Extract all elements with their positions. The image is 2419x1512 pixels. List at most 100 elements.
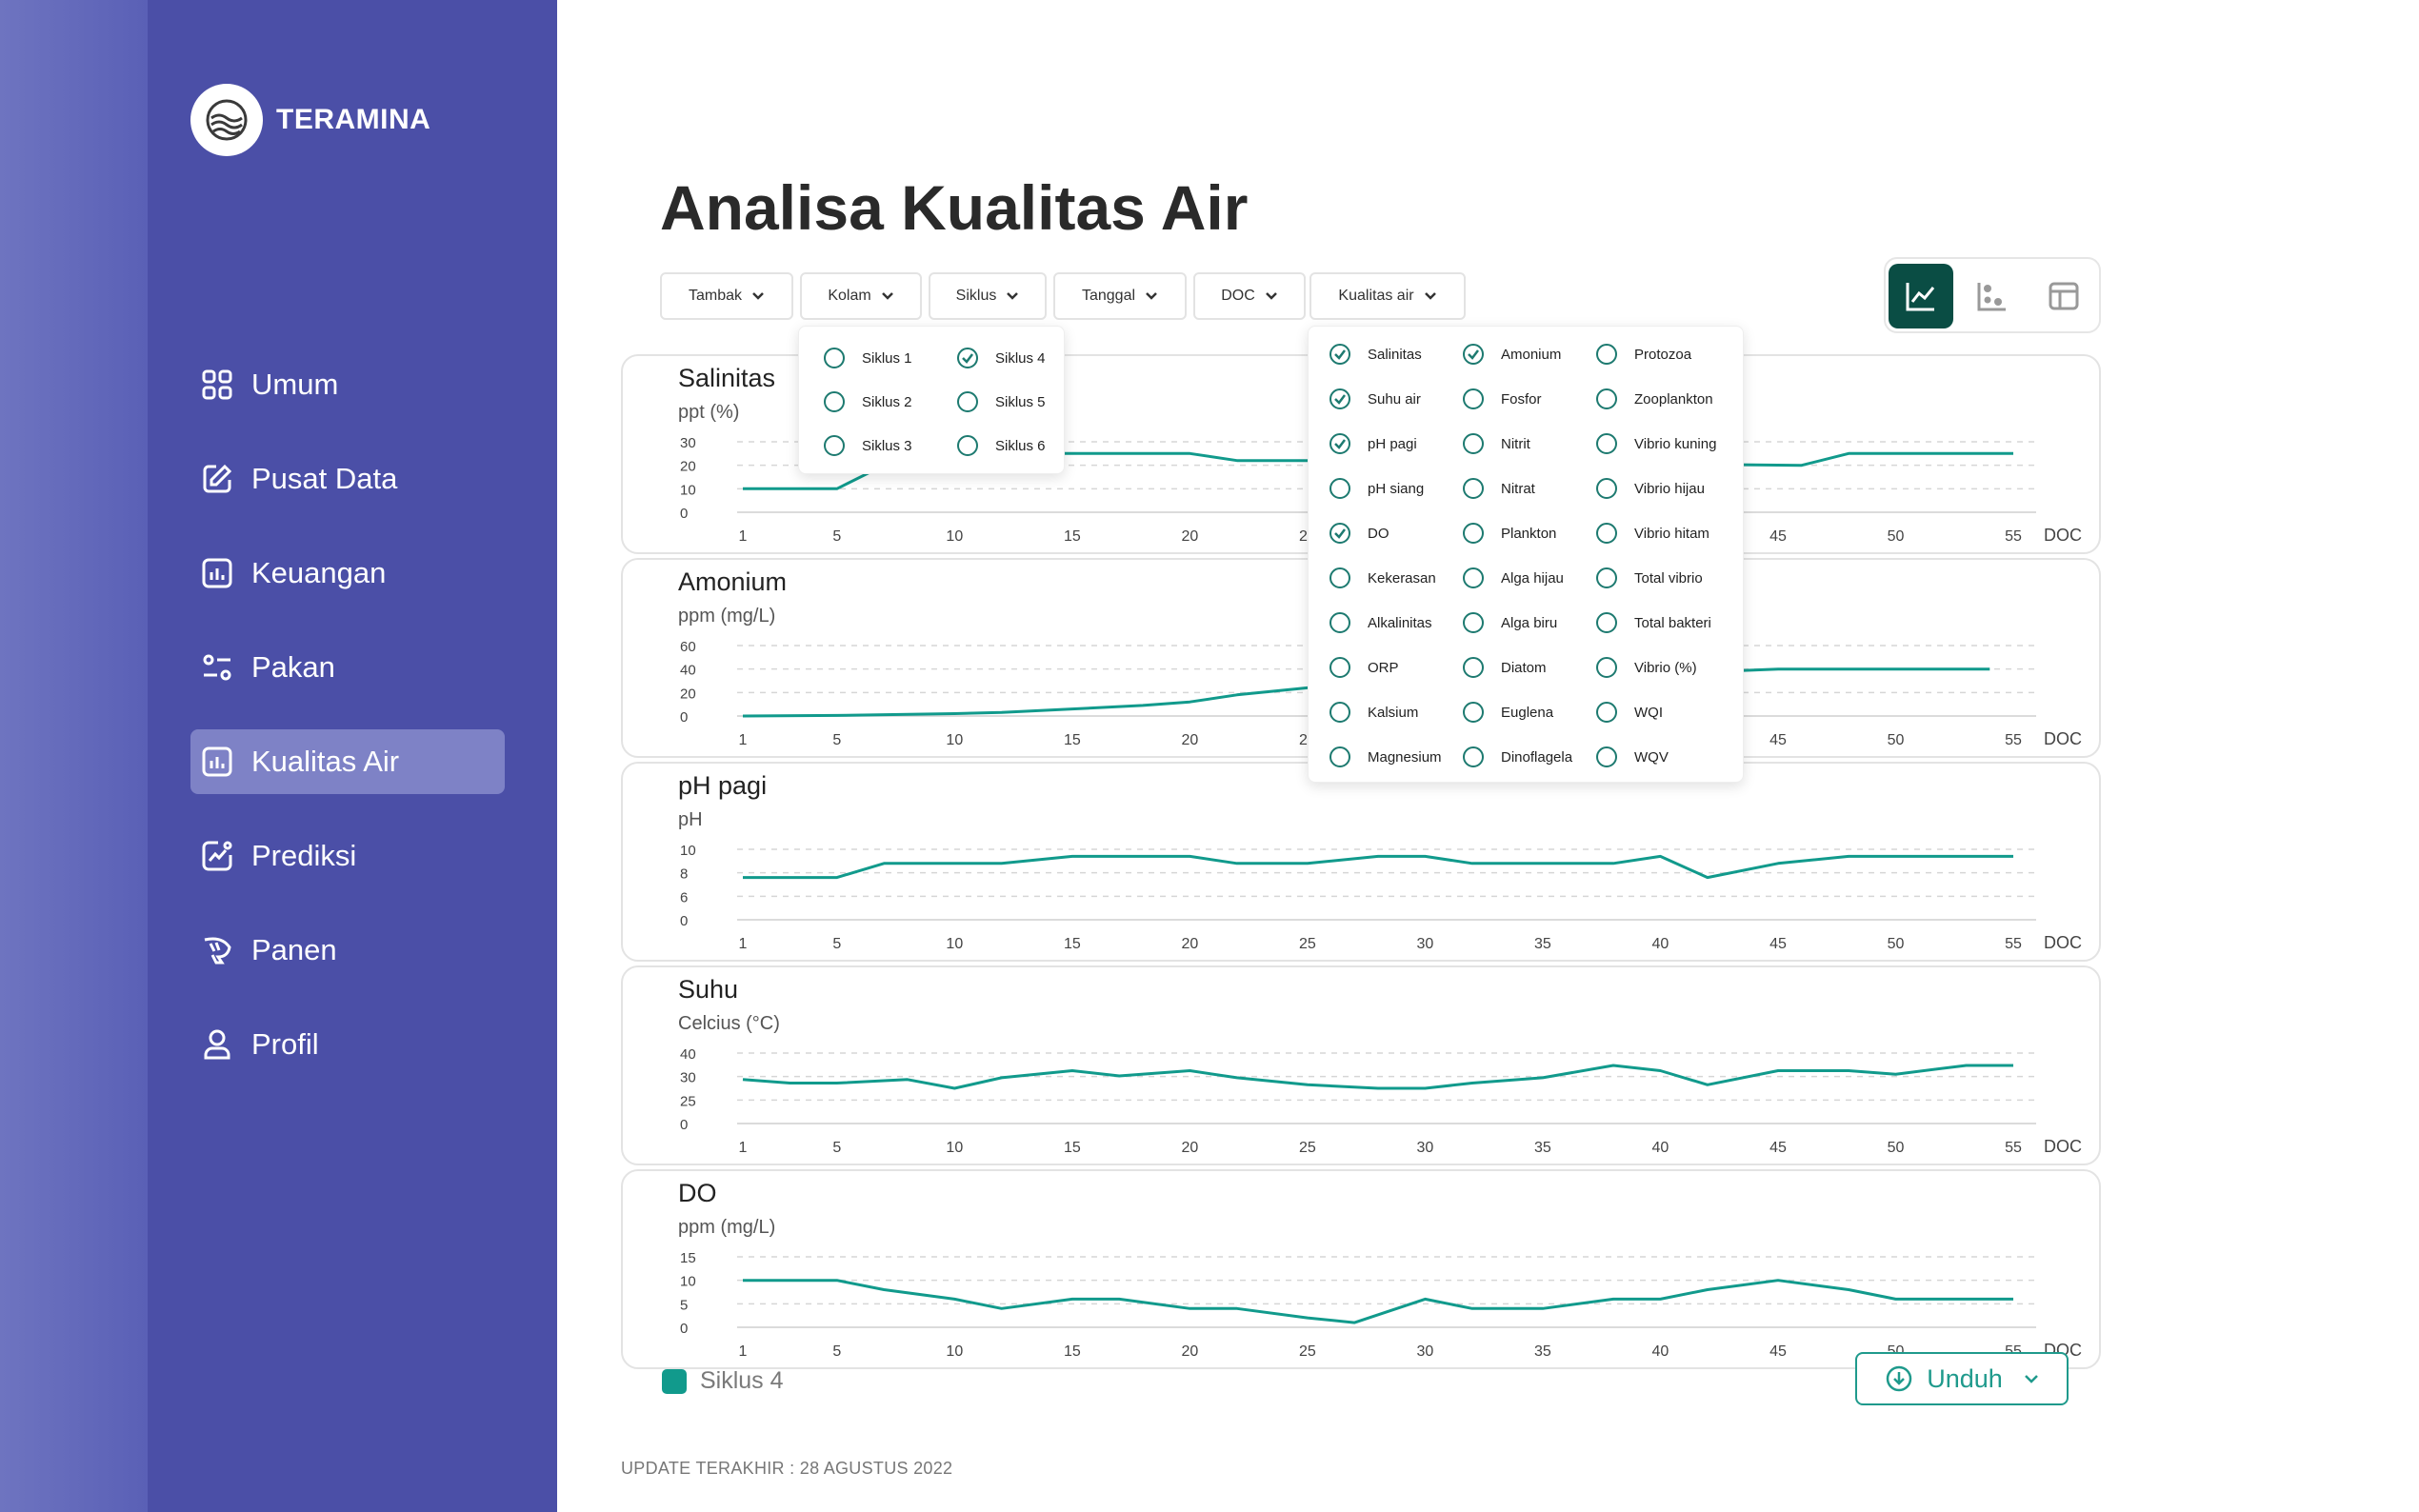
kualitas-option[interactable]: Nitrit: [1463, 433, 1530, 454]
filter-siklus[interactable]: Siklus: [929, 272, 1047, 320]
kualitas-option[interactable]: WQI: [1596, 702, 1663, 723]
option-label: Alga biru: [1501, 614, 1558, 631]
kualitas-option[interactable]: Kalsium: [1329, 702, 1418, 723]
series-line: [743, 451, 2013, 490]
sidebar-item-prediksi[interactable]: Prediksi: [190, 824, 505, 888]
check-icon: [957, 348, 978, 368]
kualitas-option[interactable]: Fosfor: [1463, 388, 1542, 409]
y-tick-label: 6: [680, 889, 688, 905]
y-tick-label: 30: [680, 435, 696, 451]
x-tick-label: 30: [1417, 1343, 1434, 1360]
filter-label: Siklus: [955, 288, 997, 304]
kualitas-option[interactable]: Plankton: [1463, 523, 1556, 544]
kualitas-option[interactable]: Alkalinitas: [1329, 612, 1432, 633]
check-icon: [1329, 388, 1350, 409]
kualitas-option[interactable]: WQV: [1596, 746, 1669, 767]
x-tick-label: 55: [2005, 732, 2022, 748]
chart-title: Amonium: [678, 567, 788, 596]
check-icon: [1463, 344, 1484, 365]
kualitas-option[interactable]: Alga biru: [1463, 612, 1557, 633]
kualitas-option[interactable]: DO: [1329, 523, 1389, 544]
kualitas-option[interactable]: Vibrio kuning: [1596, 433, 1716, 454]
sidebar-item-label: Prediksi: [251, 839, 357, 872]
filter-label: Kualitas air: [1338, 288, 1414, 304]
x-tick-label: 45: [1769, 1140, 1787, 1156]
sidebar-item-pakan[interactable]: Pakan: [190, 635, 505, 700]
kualitas-option[interactable]: Total vibrio: [1596, 567, 1703, 588]
siklus-option-2[interactable]: Siklus 2: [824, 391, 912, 412]
filter-label: Kolam: [828, 288, 871, 304]
kualitas-option[interactable]: Nitrat: [1463, 478, 1535, 499]
sidebar-item-keuangan[interactable]: Keuangan: [190, 541, 505, 606]
siklus-option-1[interactable]: Siklus 1: [824, 348, 912, 368]
kualitas-option[interactable]: pH siang: [1329, 478, 1424, 499]
app-logo[interactable]: TERAMINA: [190, 84, 430, 156]
filter-icon: [200, 650, 234, 685]
x-tick-label: 20: [1181, 1343, 1198, 1360]
legend-swatch: [662, 1368, 687, 1394]
filter-tambak[interactable]: Tambak: [660, 272, 793, 320]
sidebar-item-kualitas-air[interactable]: Kualitas Air: [190, 729, 505, 794]
siklus-option-5[interactable]: Siklus 5: [957, 391, 1046, 412]
line-chart-icon: [1906, 283, 1935, 311]
kualitas-option[interactable]: Total bakteri: [1596, 612, 1711, 633]
siklus-option-6[interactable]: Siklus 6: [957, 435, 1046, 456]
download-button[interactable]: Unduh: [1855, 1352, 2069, 1405]
kualitas-option[interactable]: Suhu air: [1329, 388, 1421, 409]
sidebar-item-pusat-data[interactable]: Pusat Data: [190, 447, 505, 511]
line-chart-view-button[interactable]: [1889, 264, 1953, 328]
siklus-option-4[interactable]: Siklus 4: [957, 348, 1046, 368]
sidebar-item-panen[interactable]: Panen: [190, 918, 505, 983]
table-icon: [2049, 282, 2079, 310]
kualitas-option[interactable]: ORP: [1329, 657, 1399, 678]
check-icon: [1329, 523, 1350, 544]
option-label: Plankton: [1501, 525, 1557, 542]
kualitas-option[interactable]: Dinoflagela: [1463, 746, 1572, 767]
sidebar-item-label: Profil: [251, 1027, 319, 1061]
option-label: WQI: [1634, 704, 1663, 721]
x-tick-label: 10: [946, 1140, 963, 1156]
kualitas-option[interactable]: Salinitas: [1329, 344, 1422, 365]
option-label: DO: [1368, 525, 1389, 542]
y-tick-label: 25: [680, 1093, 696, 1109]
option-label: Total vibrio: [1634, 569, 1703, 587]
radio-unchecked-icon: [824, 348, 845, 368]
kualitas-option[interactable]: Alga hijau: [1463, 567, 1564, 588]
sidebar-item-umum[interactable]: Umum: [190, 352, 505, 417]
kualitas-option[interactable]: Vibrio hitam: [1596, 523, 1709, 544]
y-tick-label: 60: [680, 639, 696, 655]
kualitas-option[interactable]: Vibrio (%): [1596, 657, 1697, 678]
siklus-option-3[interactable]: Siklus 3: [824, 435, 912, 456]
kualitas-option[interactable]: pH pagi: [1329, 433, 1417, 454]
kualitas-option[interactable]: Magnesium: [1329, 746, 1442, 767]
filter-doc[interactable]: DOC: [1193, 272, 1306, 320]
option-label: Vibrio kuning: [1634, 435, 1717, 452]
filter-tanggal[interactable]: Tanggal: [1053, 272, 1187, 320]
table-view-button[interactable]: [2031, 264, 2096, 328]
filter-label: Tambak: [688, 288, 743, 304]
chevron-down-icon: [1424, 292, 1436, 300]
x-tick-label: 20: [1181, 936, 1198, 952]
radio-unchecked-icon: [1329, 702, 1350, 723]
radio-unchecked-icon: [1463, 612, 1484, 633]
kualitas-option[interactable]: Protozoa: [1596, 344, 1691, 365]
background-band: [0, 0, 148, 1512]
chart-unit: Celcius (°C): [678, 1013, 780, 1034]
radio-unchecked-icon: [1596, 657, 1617, 678]
kualitas-option[interactable]: Diatom: [1463, 657, 1547, 678]
filter-kualitas-air[interactable]: Kualitas air: [1309, 272, 1466, 320]
kualitas-option[interactable]: Euglena: [1463, 702, 1553, 723]
filter-kolam[interactable]: Kolam: [800, 272, 922, 320]
edit-icon: [200, 462, 234, 496]
radio-unchecked-icon: [1329, 746, 1350, 767]
kualitas-option[interactable]: Kekerasan: [1329, 567, 1436, 588]
sidebar-item-profil[interactable]: Profil: [190, 1012, 505, 1077]
radio-unchecked-icon: [957, 435, 978, 456]
kualitas-option[interactable]: Vibrio hijau: [1596, 478, 1705, 499]
kualitas-option[interactable]: Amonium: [1463, 344, 1561, 365]
scatter-view-button[interactable]: [1960, 264, 2025, 328]
kualitas-option[interactable]: Zooplankton: [1596, 388, 1713, 409]
x-axis-label: DOC: [2044, 526, 2082, 545]
chart-legend: Siklus 4: [662, 1367, 784, 1395]
